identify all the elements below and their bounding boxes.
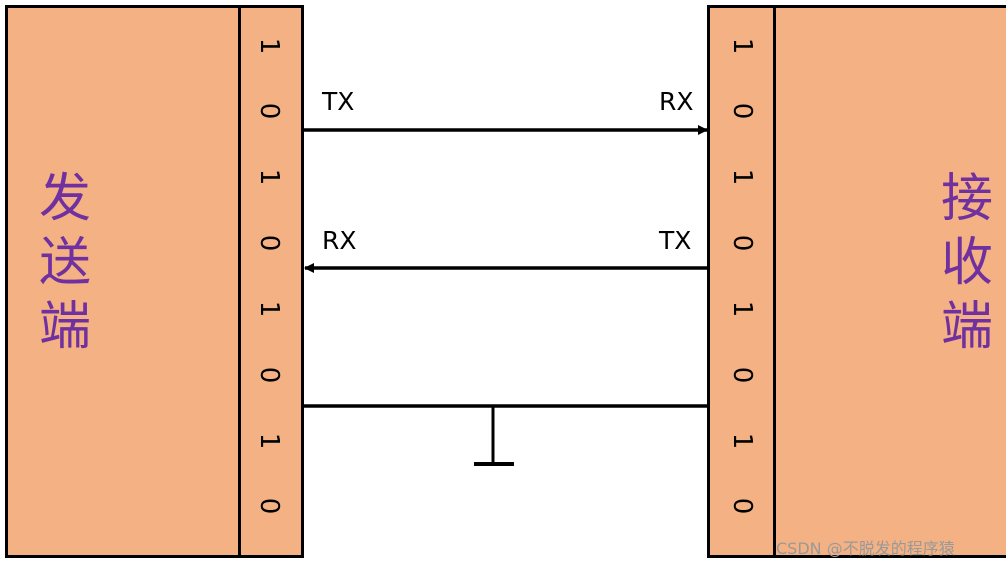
receiver-rx-label: RX [659, 87, 694, 116]
sender-tx-label: TX [322, 87, 355, 116]
receiver-label: 接收端 [940, 169, 993, 357]
sender-bit-column [238, 5, 304, 558]
watermark: CSDN @不脱发的程序猿 [776, 539, 955, 558]
sender-rx-label: RX [322, 226, 357, 255]
receiver-block [773, 5, 1006, 558]
receiver-tx-label: TX [659, 226, 692, 255]
sender-block [5, 5, 241, 558]
sender-label: 发送端 [38, 169, 91, 357]
